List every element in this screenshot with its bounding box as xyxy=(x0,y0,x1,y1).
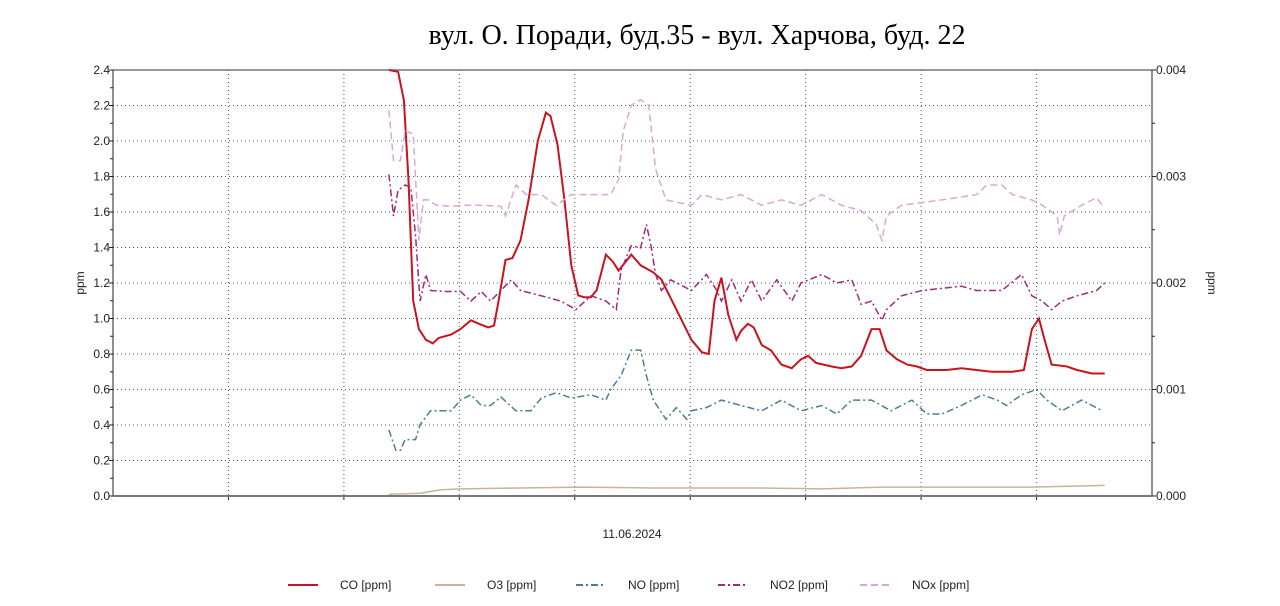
legend-label: CO [ppm] xyxy=(340,578,392,592)
y-tick-label: 0.6 xyxy=(93,383,110,397)
y2-tick-label: 0.002 xyxy=(1156,276,1186,290)
legend-label: NOx [ppm] xyxy=(912,578,970,592)
legend-swatch xyxy=(576,584,606,586)
legend-item: CO [ppm] xyxy=(288,578,391,592)
series-line-no2 xyxy=(388,174,1106,323)
legend-item: O3 [ppm] xyxy=(435,578,536,592)
legend-swatch xyxy=(718,584,748,586)
chart-title: вул. О. Поради, буд.35 - вул. Харчова, б… xyxy=(428,20,966,51)
y2-tick-label: 0.003 xyxy=(1156,170,1186,184)
legend-swatch xyxy=(435,584,465,586)
y2-axis-label: ppm xyxy=(1205,271,1219,294)
legend-label: NO2 [ppm] xyxy=(770,578,829,592)
y-tick-label: 0.2 xyxy=(93,454,110,468)
y-tick-label: 1.4 xyxy=(93,241,110,255)
chart-legend: CO [ppm] O3 [ppm] NO [ppm] NO2 [ppm] NOx [pp… xyxy=(0,578,1280,598)
legend-swatch xyxy=(288,584,318,586)
y-tick-label: 0.0 xyxy=(93,489,110,503)
x-axis-label: 11.06.2024 xyxy=(602,527,661,541)
series-line-no xyxy=(388,349,1103,451)
legend-swatch xyxy=(860,584,890,586)
y-tick-label: 1.0 xyxy=(93,312,110,326)
legend-item: NOx [ppm] xyxy=(860,578,969,592)
y2-tick-label: 0.000 xyxy=(1156,489,1186,503)
y-tick-label: 1.8 xyxy=(93,170,110,184)
series-line-nox xyxy=(388,98,1103,244)
y-tick-label: 1.6 xyxy=(93,205,110,219)
legend-label: NO [ppm] xyxy=(628,578,680,592)
y2-tick-label: 0.001 xyxy=(1156,383,1186,397)
legend-label: O3 [ppm] xyxy=(487,578,537,592)
y-tick-label: 2.0 xyxy=(93,134,110,148)
y-tick-label: 1.2 xyxy=(93,276,110,290)
series-line-co xyxy=(388,69,1105,375)
y-tick-label: 2.4 xyxy=(93,63,110,77)
legend-item: NO [ppm] xyxy=(576,578,679,592)
y-tick-label: 2.2 xyxy=(93,99,110,113)
y-tick-label: 0.4 xyxy=(93,418,110,432)
y2-tick-label: 0.004 xyxy=(1156,63,1186,77)
y-axis-label: ppm xyxy=(73,271,87,294)
legend-item: NO2 [ppm] xyxy=(718,578,828,592)
series-line-o3 xyxy=(388,484,1105,495)
y-tick-label: 0.8 xyxy=(93,347,110,361)
